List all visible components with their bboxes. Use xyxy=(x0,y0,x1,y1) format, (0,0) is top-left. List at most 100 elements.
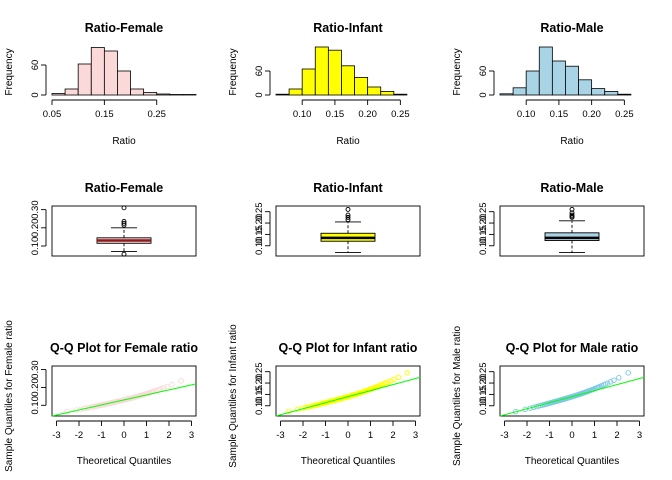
y-axis-label: Frequency xyxy=(4,48,15,95)
histogram-bar xyxy=(380,91,395,96)
x-tick-label: 0.20 xyxy=(358,109,377,120)
y-tick-label: 0.25 xyxy=(254,202,265,221)
histogram-bar xyxy=(393,93,408,96)
qq-plot: -3 -2 -1 0 1 2 3 0.100.150.200.25 xyxy=(478,362,645,441)
plot-frame xyxy=(499,205,645,257)
y-tick-label: 0.15 xyxy=(478,225,489,244)
x-axis-label: Ratio xyxy=(336,136,360,147)
y-tick-label: 0.25 xyxy=(478,362,489,381)
qq-plot: -3 -2 -1 0 1 2 3 0.100.150.200.25 xyxy=(254,362,421,441)
histogram-plot: 0.10 0.15 0.20 0.25 0 60 xyxy=(254,46,410,120)
x-tick-label: -2 xyxy=(75,430,83,441)
histogram-plot: 0.05 0.15 0.25 0 60 xyxy=(30,47,197,120)
histogram-bar xyxy=(90,47,105,96)
boxplot-plot: 0.100.200.30 xyxy=(30,200,197,257)
y-tick-label: 0.20 xyxy=(254,374,265,393)
histogram-bar xyxy=(551,60,566,96)
histogram-bar xyxy=(565,65,579,96)
qq-male-panel: Q-Q Plot for Male ratio Sample Quantiles… xyxy=(452,326,645,467)
histogram-bar xyxy=(367,86,382,96)
histogram-bar xyxy=(578,79,593,96)
y-tick-label: 60 xyxy=(30,60,41,71)
x-tick-label: 0.20 xyxy=(582,109,601,120)
reference-line xyxy=(499,376,645,417)
x-tick-label: 0.25 xyxy=(147,109,166,120)
outlier-point xyxy=(345,206,351,212)
x-tick-label: -3 xyxy=(52,430,60,441)
x-axis-label: Theoretical Quantiles xyxy=(525,456,620,467)
qq-point xyxy=(616,375,622,381)
x-axis-label: Theoretical Quantiles xyxy=(77,456,172,467)
histogram-bar xyxy=(525,70,540,96)
qq-plot: -3 -2 -1 0 1 2 3 0.100.200.30 xyxy=(30,360,197,441)
chart-title: Q-Q Plot for Infant ratio xyxy=(279,341,418,355)
qq-point xyxy=(160,385,167,391)
qq-point xyxy=(178,378,184,384)
histogram-bar xyxy=(591,88,606,96)
x-tick-label: 0 xyxy=(121,430,126,441)
x-axis-label: Theoretical Quantiles xyxy=(301,456,396,467)
outlier-point xyxy=(345,217,351,223)
x-tick-label: -2 xyxy=(299,430,307,441)
histogram-bar xyxy=(512,87,527,96)
y-tick-label: 0.20 xyxy=(30,378,41,397)
y-tick-label: 0.20 xyxy=(478,374,489,393)
chart-title: Ratio-Male xyxy=(540,21,603,35)
qq-point xyxy=(158,386,164,392)
boxplot-infant-panel: Ratio-Infant 0.100.150.200.25 xyxy=(254,181,421,257)
histogram-bar xyxy=(617,93,632,96)
histogram-bar xyxy=(182,94,197,96)
y-tick-label: 0.10 xyxy=(30,396,41,415)
x-tick-label: 0.10 xyxy=(517,109,536,120)
histogram-bar xyxy=(77,63,92,96)
histogram-bar xyxy=(275,93,290,96)
y-axis-label: Frequency xyxy=(228,48,239,95)
qq-point xyxy=(625,370,631,376)
qq-point xyxy=(164,383,170,390)
x-tick-label: -2 xyxy=(523,430,531,441)
qq-point xyxy=(385,379,391,385)
x-tick-label: 0.05 xyxy=(43,109,62,120)
outlier-point xyxy=(569,206,575,212)
x-axis-label: Ratio xyxy=(112,136,136,147)
x-tick-label: 1 xyxy=(592,430,597,441)
histogram-bar xyxy=(51,93,66,96)
x-tick-label: -1 xyxy=(97,430,105,441)
qq-female-panel: Q-Q Plot for Female ratio Sample Quantil… xyxy=(4,320,198,472)
y-tick-label: 0.10 xyxy=(478,397,489,416)
y-axis-label: Sample Quantiles for Female ratio xyxy=(4,320,15,472)
y-tick-label: 0.10 xyxy=(254,237,265,256)
histogram-bar xyxy=(301,68,316,96)
x-tick-label: 1 xyxy=(368,430,373,441)
y-axis-label: Frequency xyxy=(452,48,463,95)
x-axis-label: Ratio xyxy=(560,136,584,147)
chart-title: Q-Q Plot for Female ratio xyxy=(50,341,198,355)
y-tick-label: 0.20 xyxy=(30,219,41,238)
histogram-plot: 0.10 0.15 0.20 0.25 0 60 xyxy=(478,46,634,120)
y-tick-label: 0 xyxy=(30,92,41,97)
plot-frame xyxy=(275,205,421,257)
boxplot-plot: 0.100.150.200.25 xyxy=(254,202,421,257)
outlier-point xyxy=(569,210,575,216)
histogram-bar xyxy=(327,49,342,96)
histogram-bar xyxy=(130,88,145,96)
x-tick-label: 0.15 xyxy=(95,109,114,120)
x-tick-label: 0.25 xyxy=(615,109,634,120)
plot-frame xyxy=(499,365,645,417)
y-tick-label: 0 xyxy=(254,92,265,97)
y-tick-label: 0 xyxy=(478,92,489,97)
qq-point xyxy=(169,381,175,388)
histogram-male-panel: Ratio-Male Frequency Ratio 0.10 0.15 0.20 0… xyxy=(452,21,634,147)
x-tick-label: 0.25 xyxy=(391,109,410,120)
histogram-bar xyxy=(499,93,514,96)
x-tick-label: -3 xyxy=(276,430,284,441)
y-tick-label: 0.25 xyxy=(478,202,489,221)
x-tick-label: 0 xyxy=(345,430,350,441)
chart-title: Ratio-Female xyxy=(85,21,164,35)
outlier-point xyxy=(569,212,575,218)
qq-point xyxy=(387,378,394,384)
boxplot-plot: 0.100.150.200.25 xyxy=(478,202,645,257)
histogram-bar xyxy=(156,93,171,96)
qq-point xyxy=(604,380,611,386)
